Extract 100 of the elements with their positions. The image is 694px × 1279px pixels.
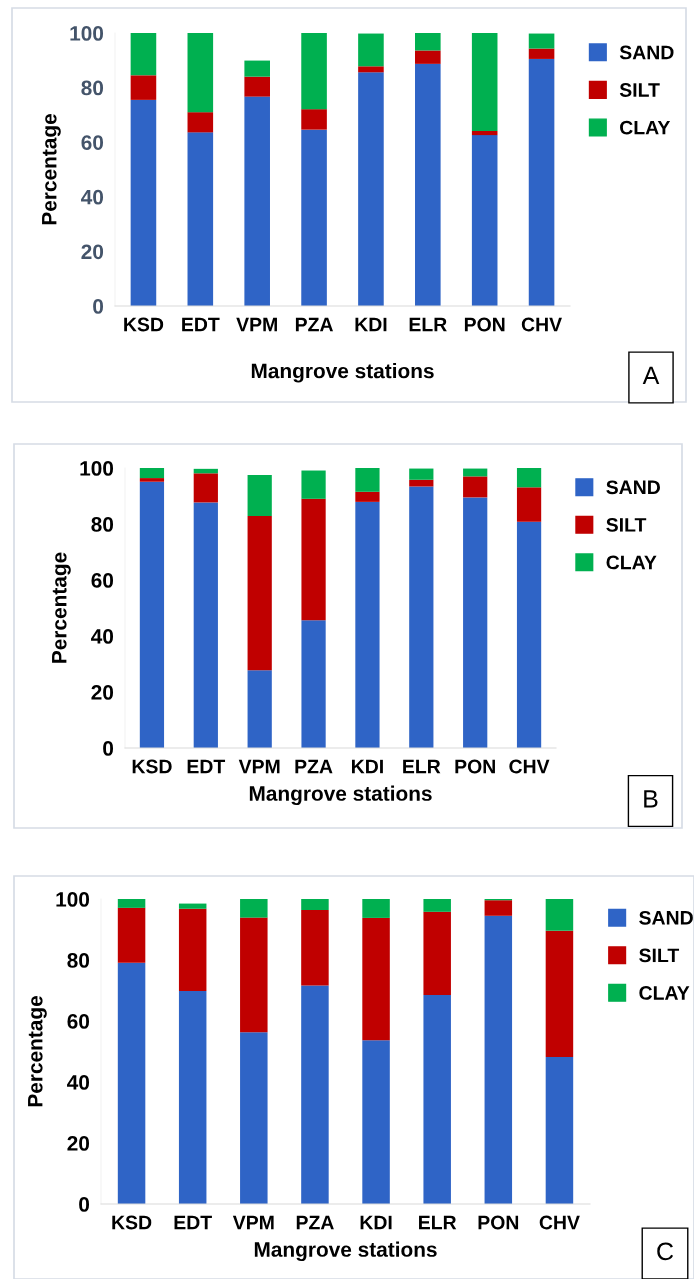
bar	[545, 899, 574, 931]
bar	[423, 899, 451, 912]
bar	[355, 491, 380, 502]
bar	[240, 899, 268, 918]
x-tick-label: ELR	[409, 317, 447, 332]
text: C	[657, 1242, 674, 1261]
x-tick-label: CHV	[521, 317, 562, 332]
x-tick-label: KSD	[112, 1215, 152, 1230]
legend-label: CLAY	[620, 120, 671, 135]
y-tick-label: 100	[70, 26, 104, 41]
y-tick-label: 40	[81, 189, 104, 205]
legend-label: SILT	[619, 83, 660, 97]
bar	[130, 99, 157, 306]
x-tick-label: PON	[464, 317, 505, 332]
legend-label: SAND	[639, 910, 693, 925]
bar	[528, 48, 555, 59]
x-axis-title: Mangrove stations	[251, 363, 434, 383]
legend-label: SILT	[639, 948, 680, 963]
bar	[117, 962, 146, 1204]
y-axis-title: Percentage	[52, 552, 71, 663]
bar	[301, 620, 326, 748]
bar	[471, 33, 498, 132]
bar	[301, 985, 329, 1204]
bar	[415, 63, 441, 306]
bar	[516, 487, 542, 522]
bar	[516, 468, 542, 488]
bar	[117, 907, 146, 963]
bar	[471, 131, 498, 136]
bar	[187, 33, 214, 113]
x-axis-title: Mangrove stations	[254, 1241, 437, 1262]
x-tick-label: PON	[478, 1215, 519, 1230]
bar	[244, 76, 270, 97]
bar	[528, 33, 555, 49]
x-tick-label: PZA	[295, 317, 333, 332]
y-tick-label: 60	[67, 1014, 90, 1029]
x-tick-label: VPM	[236, 317, 277, 332]
bar	[117, 899, 146, 908]
bar	[471, 135, 498, 306]
bar	[139, 481, 165, 748]
bar	[247, 515, 272, 671]
bar	[362, 1040, 390, 1204]
bar	[358, 72, 384, 306]
y-tick-label: 100	[80, 461, 114, 476]
y-axis-title: Percentage	[28, 996, 47, 1107]
y-tick-label: 20	[91, 685, 114, 700]
legend-label: CLAY	[639, 986, 690, 1000]
bar	[484, 900, 513, 916]
x-tick-label: ELR	[403, 759, 441, 774]
bar	[240, 917, 268, 1033]
x-axis-title: Mangrove stations	[249, 785, 432, 806]
legend-label: SILT	[606, 517, 647, 532]
x-tick-label: CHV	[509, 759, 550, 774]
y-tick-label: 40	[67, 1075, 90, 1090]
bar	[301, 498, 326, 621]
bar	[130, 33, 157, 76]
x-tick-label: KDI	[360, 1215, 392, 1230]
bar	[301, 109, 327, 130]
legend-label: CLAY	[606, 555, 657, 570]
x-tick-label: PZA	[296, 1215, 334, 1230]
y-tick-label: 80	[81, 80, 104, 96]
y-tick-label: 0	[93, 299, 104, 314]
bar	[139, 468, 165, 479]
bar	[358, 33, 384, 67]
bar	[187, 112, 214, 133]
x-tick-label: KSD	[124, 317, 164, 332]
x-tick-label: EDT	[187, 759, 226, 774]
bar	[139, 478, 165, 482]
bar	[301, 33, 327, 110]
y-tick-label: 0	[103, 741, 114, 756]
bar	[244, 96, 270, 306]
y-tick-label: 40	[91, 629, 114, 644]
y-tick-label: 20	[81, 244, 104, 260]
bar	[178, 903, 207, 909]
text: A	[642, 366, 660, 384]
bar	[301, 129, 327, 306]
x-tick-label: VPM	[232, 1215, 274, 1230]
bar	[247, 475, 272, 516]
bar	[358, 66, 384, 73]
bar	[415, 50, 441, 64]
bar	[516, 521, 542, 748]
x-tick-label: PON	[455, 759, 495, 774]
bar	[193, 473, 218, 503]
y-tick-label: 80	[91, 517, 114, 532]
bar	[423, 995, 451, 1204]
legend-label: SAND	[619, 45, 674, 60]
bar	[355, 468, 380, 492]
x-tick-label: KDI	[351, 759, 383, 774]
x-tick-label: KDI	[355, 317, 387, 332]
bar	[301, 909, 329, 986]
y-axis-title: Percentage	[42, 114, 61, 225]
bar	[463, 497, 488, 748]
bar	[301, 470, 326, 499]
x-tick-label: EDT	[174, 1215, 212, 1230]
bar	[187, 132, 214, 306]
text: B	[644, 790, 658, 808]
bar	[362, 917, 390, 1041]
x-tick-label: EDT	[182, 317, 220, 332]
y-tick-label: 80	[67, 953, 90, 968]
bar	[193, 502, 218, 748]
bar	[423, 911, 451, 996]
